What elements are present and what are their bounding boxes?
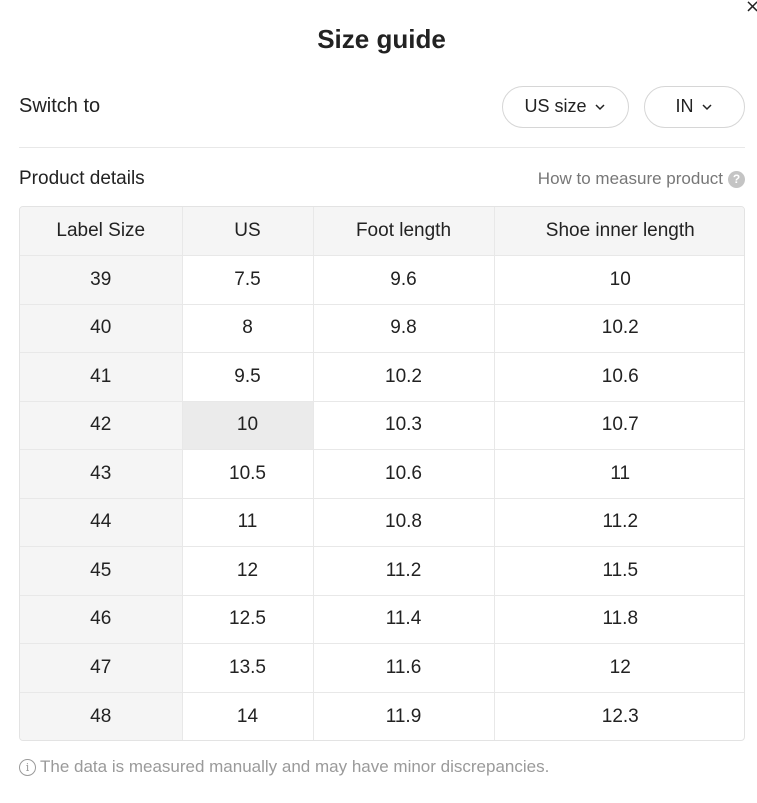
table-row: 48 14 11.9 12.3: [20, 692, 744, 740]
table-cell: 9.6: [313, 255, 495, 305]
table-cell: 10.7: [494, 401, 744, 450]
column-header: Foot length: [313, 207, 495, 256]
table-cell: 11.6: [313, 643, 495, 693]
column-header: US: [182, 207, 314, 256]
table-cell: 11.4: [313, 595, 495, 644]
table-row: 47 13.5 11.6 12: [20, 643, 744, 693]
table-row: 41 9.5 10.2 10.6: [20, 352, 744, 402]
product-details-header: Product details How to measure product ?: [19, 168, 745, 190]
table-cell: 14: [182, 692, 314, 740]
table-cell: 11.9: [313, 692, 495, 740]
table-cell: 42: [20, 401, 183, 450]
table-cell: 12: [182, 546, 314, 596]
unit-value: IN: [675, 96, 694, 116]
size-system-value: US size: [524, 96, 587, 116]
table-cell: 9.8: [313, 304, 495, 353]
switch-row: Switch to US size IN: [19, 85, 745, 128]
table-cell: 8: [182, 304, 314, 353]
table-cell: 10.5: [182, 449, 314, 499]
question-mark-icon: ?: [728, 170, 745, 188]
table-row: 42 10 10.3 10.7: [20, 401, 744, 450]
table-cell: 13.5: [182, 643, 314, 693]
table-body: 39 7.5 9.6 10 40 8 9.8 10.2 41 9.5 10.2 10.6 42 10 10.…: [20, 255, 744, 740]
table-cell: 10: [182, 401, 314, 450]
column-header: Label Size: [20, 207, 183, 256]
size-table: Label Size US Foot length Shoe inner length…: [20, 207, 744, 740]
dialog-title: Size guide: [317, 24, 446, 54]
table-cell: 46: [20, 595, 183, 644]
column-header: Shoe inner length: [494, 207, 744, 256]
table-cell: 10.2: [494, 304, 744, 353]
table-cell: 47: [20, 643, 183, 693]
table-cell: 11: [494, 449, 744, 499]
table-cell: 10: [494, 255, 744, 305]
size-table-container: Label Size US Foot length Shoe inner length…: [19, 206, 745, 741]
switch-controls: US size IN: [502, 85, 745, 128]
table-cell: 11.2: [313, 546, 495, 596]
table-cell: 43: [20, 449, 183, 499]
table-cell: 7.5: [182, 255, 314, 305]
table-cell: 45: [20, 546, 183, 596]
table-row: 46 12.5 11.4 11.8: [20, 595, 744, 644]
size-system-dropdown[interactable]: US size: [502, 85, 629, 128]
close-icon[interactable]: ×: [745, 0, 757, 17]
table-cell: 12.3: [601, 705, 639, 727]
chevron-down-icon: [701, 103, 712, 110]
table-cell: 10.3: [313, 401, 495, 450]
table-cell: 10.8: [313, 498, 495, 547]
table-cell: 10.2: [313, 352, 495, 402]
table-row: 43 10.5 10.6 11: [20, 449, 744, 499]
table-row: 39 7.5 9.6 10: [20, 255, 744, 305]
table-header-row: Label Size US Foot length Shoe inner length: [20, 207, 744, 256]
table-row: 44 11 10.8 11.2: [20, 498, 744, 547]
table-cell: 44: [20, 498, 183, 547]
table-cell: 12: [494, 643, 744, 693]
table-cell: 11.2: [494, 498, 744, 547]
table-cell: 48: [20, 692, 183, 740]
divider: [19, 147, 745, 148]
table-cell: 41: [20, 352, 183, 402]
table-cell: 39: [20, 255, 183, 305]
table-cell: 10.6: [313, 449, 495, 499]
table-cell: 12.5: [182, 595, 314, 644]
table-cell: 10.6: [494, 352, 744, 402]
info-icon: i: [19, 758, 36, 776]
table-cell: 11.5: [494, 546, 744, 596]
table-row: 45 12 11.2 11.5: [20, 546, 744, 596]
how-to-measure-label: How to measure product: [537, 169, 723, 188]
table-cell: 9.5: [182, 352, 314, 402]
table-cell: 40: [20, 304, 183, 353]
unit-dropdown[interactable]: IN: [644, 85, 745, 128]
product-details-title: Product details: [19, 168, 145, 189]
table-row: 40 8 9.8 10.2: [20, 304, 744, 353]
footnote: i The data is measured manually and may …: [19, 757, 549, 777]
chevron-down-icon: [594, 103, 605, 110]
switch-label: Switch to: [19, 95, 101, 117]
table-cell: 11.8: [494, 595, 744, 644]
footnote-text: The data is measured manually and may ha…: [40, 757, 550, 776]
table-cell: 11: [182, 498, 314, 547]
how-to-measure-link[interactable]: How to measure product ?: [538, 169, 745, 189]
